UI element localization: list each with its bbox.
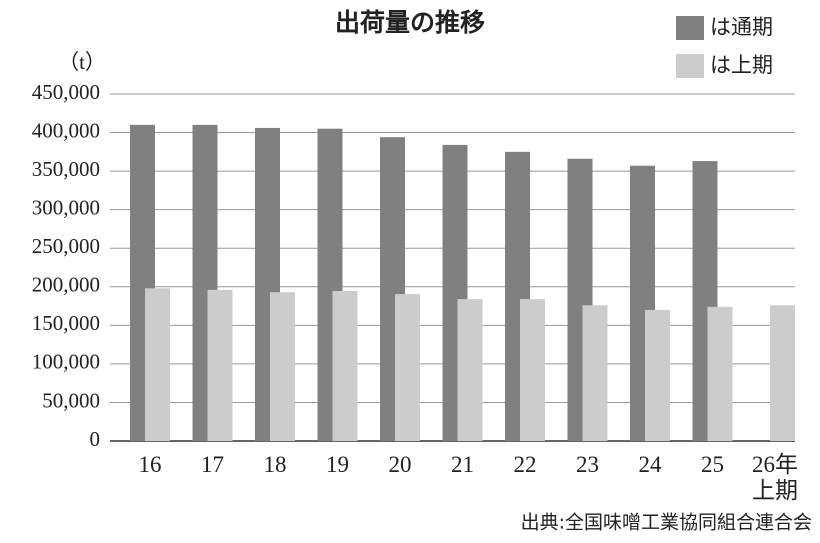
x-tick-label: 22 — [513, 452, 537, 477]
bar — [457, 299, 483, 441]
y-tick-label: 200,000 — [32, 273, 100, 297]
chart-title: 出荷量の推移 — [335, 8, 485, 37]
x-tick-label: 17 — [201, 452, 224, 477]
x-tick-label: 21 — [451, 452, 474, 477]
legend-swatch — [676, 54, 704, 78]
legend-swatch — [676, 16, 704, 40]
bar — [332, 291, 358, 441]
x-tick-label: 24 — [638, 452, 662, 477]
legend-label: は上期 — [710, 53, 773, 77]
y-tick-label: 300,000 — [32, 195, 100, 219]
bar — [520, 299, 545, 441]
y-tick-label: 100,000 — [32, 350, 100, 374]
x-tick-label: 26年 上期 — [752, 452, 798, 503]
y-tick-label: 50,000 — [42, 388, 100, 412]
y-unit: （t） — [58, 50, 106, 74]
bar — [207, 289, 233, 441]
bar — [395, 294, 420, 441]
x-tick-label: 16 — [138, 452, 162, 477]
y-tick-label: 250,000 — [32, 234, 100, 258]
x-tick-label: 19 — [326, 452, 349, 477]
bar — [145, 288, 170, 441]
x-tick-label: 20 — [388, 452, 412, 477]
bar — [270, 292, 295, 441]
y-tick-label: 150,000 — [32, 311, 100, 335]
x-tick-label: 18 — [263, 452, 287, 477]
x-tick-label: 23 — [576, 452, 599, 477]
y-tick-label: 0 — [90, 427, 101, 451]
bar — [645, 309, 670, 441]
bar — [707, 306, 733, 441]
legend-label: は通期 — [710, 15, 773, 39]
bar — [582, 305, 608, 441]
bar — [770, 305, 795, 441]
source: 出典:全国味噌工業協同組合連合会 — [521, 512, 812, 534]
x-tick-label: 25 — [701, 452, 724, 477]
y-tick-label: 450,000 — [32, 80, 100, 104]
y-tick-label: 400,000 — [32, 118, 100, 142]
y-tick-label: 350,000 — [32, 157, 100, 181]
